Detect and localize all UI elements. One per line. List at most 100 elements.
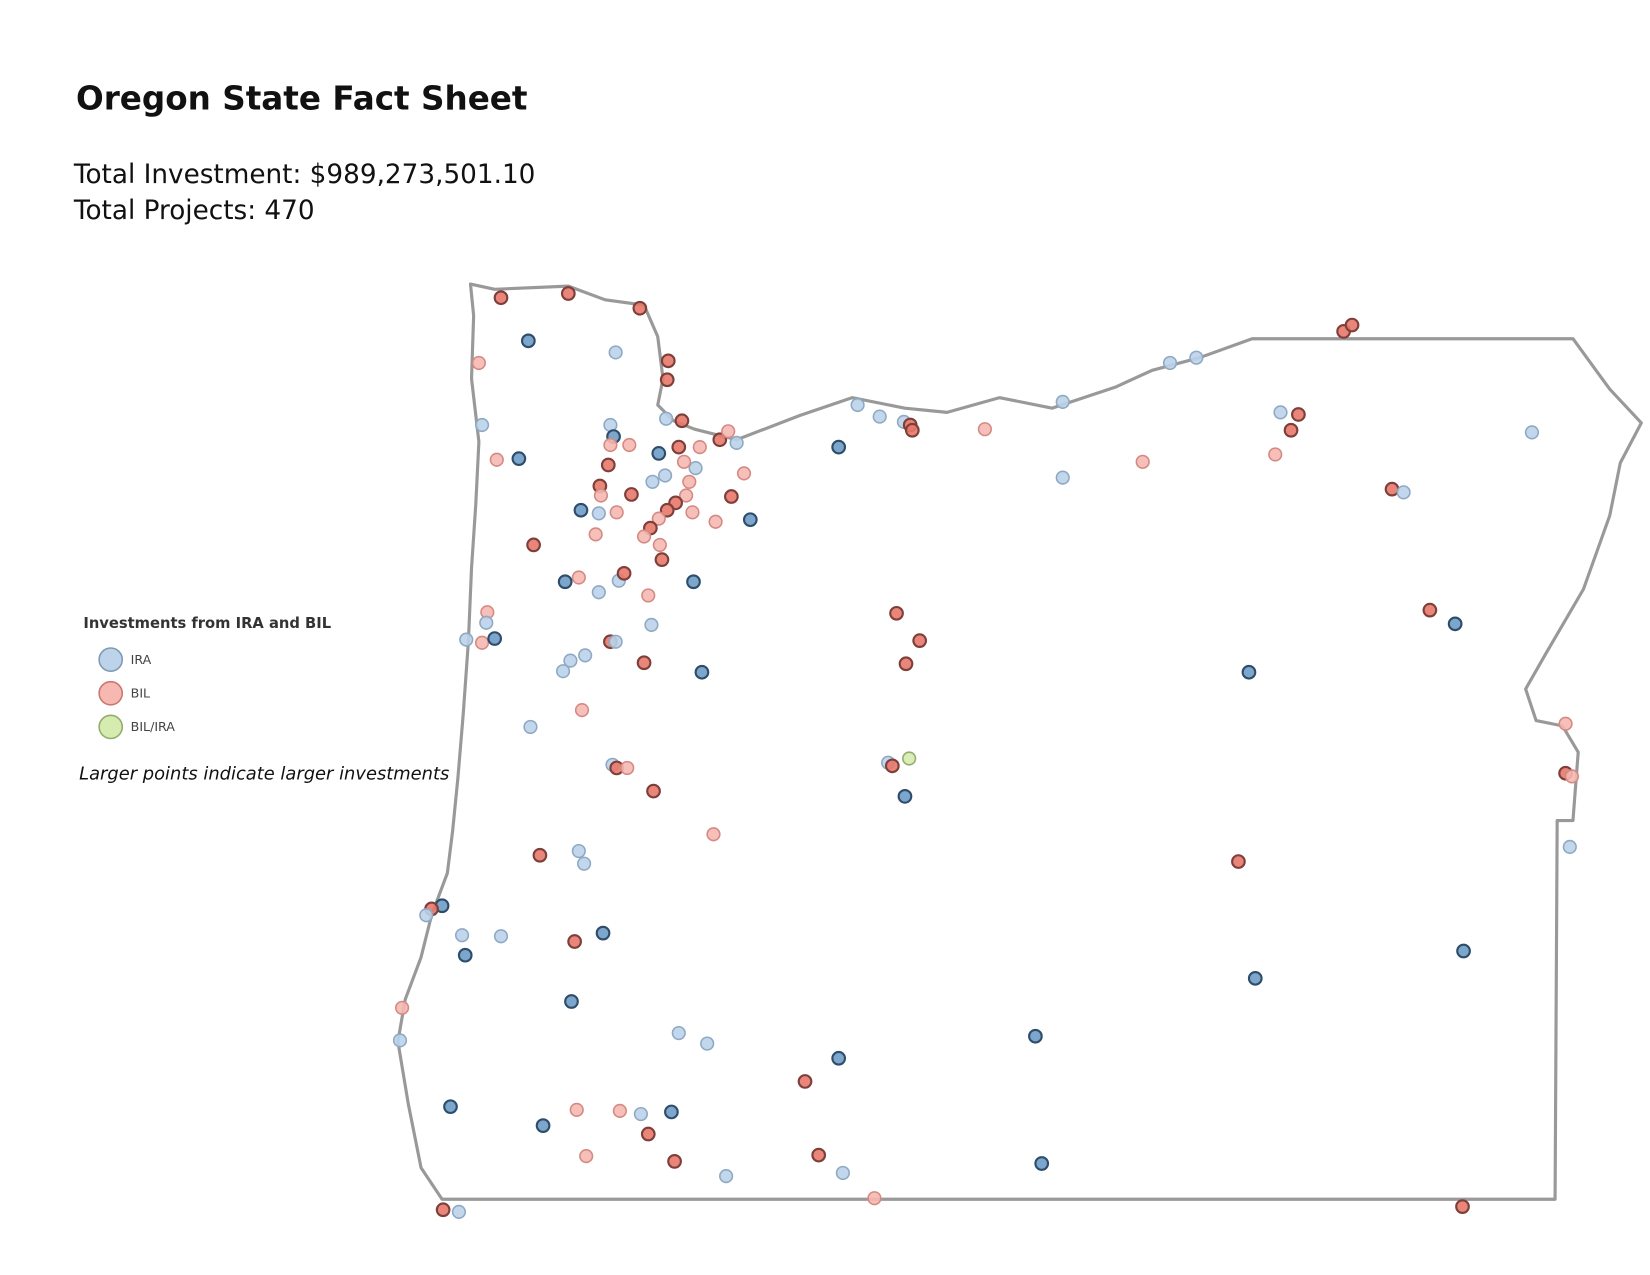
project-point — [674, 413, 690, 429]
project-point — [1135, 454, 1150, 469]
project-point — [872, 409, 887, 424]
project-point — [1524, 425, 1540, 440]
project-point — [1344, 317, 1360, 333]
project-point — [679, 488, 694, 503]
project-point — [612, 1103, 627, 1118]
project-point — [1558, 716, 1573, 731]
stat-value: $989,273,501.10 — [310, 160, 536, 190]
project-point — [489, 452, 504, 467]
project-point — [671, 1025, 686, 1041]
project-point — [850, 397, 865, 413]
project-point — [904, 422, 920, 438]
project-point — [667, 1154, 682, 1169]
project-point — [742, 512, 758, 528]
project-point — [600, 457, 616, 473]
stat-label: Total Projects: — [73, 196, 256, 226]
project-point — [459, 632, 474, 647]
legend-swatch — [98, 647, 124, 672]
project-point — [620, 760, 635, 776]
project-point — [535, 1118, 551, 1133]
project-point — [688, 461, 703, 476]
project-point — [1162, 355, 1178, 371]
project-point — [1456, 943, 1471, 959]
project-point — [474, 635, 490, 650]
project-point — [641, 588, 656, 603]
project-point — [511, 451, 527, 467]
project-point — [1562, 839, 1577, 854]
project-point — [706, 827, 721, 842]
project-point — [1034, 1156, 1050, 1171]
project-point — [1268, 447, 1283, 462]
project-point — [608, 345, 623, 360]
project-point — [1055, 470, 1070, 485]
project-point — [1189, 350, 1204, 365]
project-point — [1028, 1028, 1043, 1044]
project-point — [651, 511, 666, 526]
project-point — [897, 788, 913, 804]
project-point — [474, 417, 490, 433]
project-point — [736, 466, 752, 481]
legend-title: Investments from IRA and BIL — [83, 615, 331, 632]
project-point — [884, 758, 900, 774]
project-point — [898, 656, 914, 672]
legend-label: IRA — [131, 652, 152, 667]
project-point — [1447, 616, 1463, 632]
project-point — [1241, 664, 1257, 680]
project-point — [1231, 854, 1246, 869]
project-point — [724, 489, 739, 504]
project-point — [708, 514, 723, 529]
project-point — [603, 437, 618, 453]
project-point — [692, 439, 707, 455]
project-point — [682, 474, 697, 489]
project-point — [633, 1106, 649, 1122]
project-point — [644, 617, 659, 632]
project-point — [694, 664, 710, 680]
project-point — [867, 1191, 882, 1206]
project-point — [685, 505, 700, 520]
project-point — [686, 574, 701, 590]
project-point — [616, 565, 632, 581]
project-point — [395, 1000, 410, 1015]
project-point — [588, 527, 603, 542]
stat-projects: Total Projects: 470 — [73, 196, 315, 226]
legend-swatch — [98, 714, 124, 740]
project-point — [700, 1036, 715, 1051]
project-point — [571, 843, 586, 859]
project-points — [392, 286, 1580, 1219]
project-point — [493, 290, 509, 306]
project-point — [624, 487, 639, 502]
project-point — [1422, 602, 1438, 618]
project-point — [574, 702, 590, 718]
project-point — [576, 856, 592, 871]
project-point — [912, 633, 928, 649]
project-point — [659, 502, 675, 518]
project-point — [636, 655, 652, 671]
project-point — [487, 631, 503, 646]
legend-swatch — [98, 680, 124, 706]
project-point — [443, 1099, 458, 1115]
project-point — [652, 537, 667, 553]
legend-label: BIL/IRA — [131, 719, 176, 734]
project-point — [646, 783, 661, 799]
project-point — [567, 934, 582, 949]
project-point — [392, 1033, 408, 1048]
project-point — [578, 648, 593, 663]
project-point — [419, 908, 434, 923]
project-point — [651, 446, 667, 461]
project-point — [797, 1074, 813, 1089]
project-point — [835, 1165, 850, 1181]
project-point — [457, 947, 473, 963]
project-point — [1283, 422, 1299, 438]
stat-label: Total Investment: — [73, 160, 301, 190]
project-point — [493, 929, 509, 944]
project-point — [712, 432, 728, 448]
project-point — [523, 719, 538, 735]
state-outline — [396, 282, 1643, 1201]
project-point — [671, 439, 687, 455]
project-point — [1384, 481, 1400, 497]
project-point — [645, 474, 660, 489]
project-point — [902, 751, 917, 766]
project-point — [564, 994, 579, 1009]
project-point — [609, 505, 624, 520]
project-point — [593, 488, 609, 503]
